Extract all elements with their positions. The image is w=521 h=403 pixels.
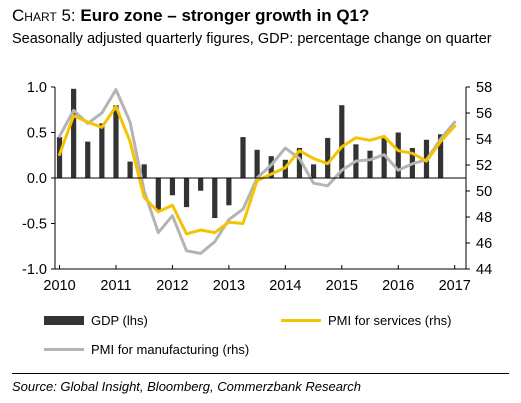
x-tick-label: 2011: [100, 278, 131, 294]
gdp-bar: [212, 178, 218, 219]
axes: 1.0 0.5 0.0 -0.5 -1.0 58 56 54 52 50 48 46 44 2010 201…: [22, 80, 492, 294]
gdp-bar: [141, 164, 147, 178]
chart-area: 1.0 0.5 0.0 -0.5 -1.0 58 56 54 52 50 48 46 44 2010 201…: [22, 80, 492, 294]
gdp-bar: [296, 147, 303, 178]
x-tick-label: 2014: [269, 278, 301, 294]
legend-gdp: GDP (lhs): [44, 313, 148, 328]
x-tick-label: 2015: [326, 278, 358, 294]
y-left-tick-label: 0.5: [27, 126, 47, 142]
legend-services: PMI for services (rhs): [281, 313, 452, 328]
source-divider: [12, 373, 509, 374]
chart-number: Chart 5:: [12, 6, 76, 25]
gdp-bar: [71, 88, 77, 178]
pmi-services-line: [58, 105, 457, 236]
y-right-tick-label: 50: [476, 184, 492, 200]
y-left-tick-label: -0.5: [22, 217, 47, 233]
gdp-bar: [367, 150, 373, 178]
gdp-bar: [339, 105, 345, 178]
gdp-bar: [56, 137, 63, 178]
y-right-tick-label: 52: [476, 158, 492, 174]
x-tick-label: 2012: [156, 278, 188, 294]
gdp-bar: [325, 137, 331, 178]
y-right-tick-label: 56: [476, 106, 492, 122]
y-left-tick-label: 1.0: [27, 80, 47, 96]
x-tick-label: 2016: [382, 278, 414, 294]
legend-manufacturing-label: PMI for manufacturing (rhs): [91, 342, 250, 357]
gdp-bar: [155, 178, 161, 210]
gdp-bar: [381, 137, 387, 178]
legend-gdp-swatch: [44, 316, 84, 325]
y-left-tick-label: -1.0: [22, 262, 47, 278]
x-tick-label: 2017: [439, 278, 471, 294]
y-right-tick-label: 54: [476, 132, 492, 148]
gdp-bar: [85, 141, 91, 178]
gdp-bar: [198, 178, 204, 191]
y-right-tick-label: 48: [476, 210, 492, 226]
legend-services-swatch: [281, 319, 321, 322]
gdp-bar: [310, 164, 317, 178]
y-right-tick-label: 46: [476, 236, 492, 252]
legend-manufacturing: PMI for manufacturing (rhs): [44, 342, 249, 357]
y-right-tick-label: 58: [476, 80, 492, 96]
gdp-bar: [240, 137, 246, 178]
gdp-bar: [169, 178, 176, 196]
legend-services-label: PMI for services (rhs): [328, 313, 452, 328]
legend-gdp-label: GDP (lhs): [91, 313, 148, 328]
gdp-bar: [395, 132, 401, 178]
chart-subtitle: Seasonally adjusted quarterly figures, G…: [12, 31, 492, 47]
gdp-bar: [226, 178, 232, 206]
chart-title-text: Euro zone – stronger growth in Q1?: [80, 6, 370, 25]
x-tick-label: 2013: [213, 278, 245, 294]
chart-title: Chart 5: Euro zone – stronger growth in …: [12, 6, 369, 26]
source-note: Source: Global Insight, Bloomberg, Comme…: [12, 379, 361, 394]
gdp-bar: [183, 178, 190, 208]
gdp-bar: [254, 149, 260, 178]
gdp-bar: [113, 105, 119, 178]
y-right-tick-label: 44: [476, 262, 492, 278]
y-left-tick-label: 0.0: [27, 171, 47, 187]
legend-manufacturing-swatch: [44, 348, 84, 351]
gdp-bar: [127, 161, 133, 178]
gdp-bar: [99, 123, 105, 178]
gdp-bar: [437, 134, 444, 178]
gdp-bar: [268, 156, 274, 178]
x-tick-label: 2010: [43, 278, 75, 294]
